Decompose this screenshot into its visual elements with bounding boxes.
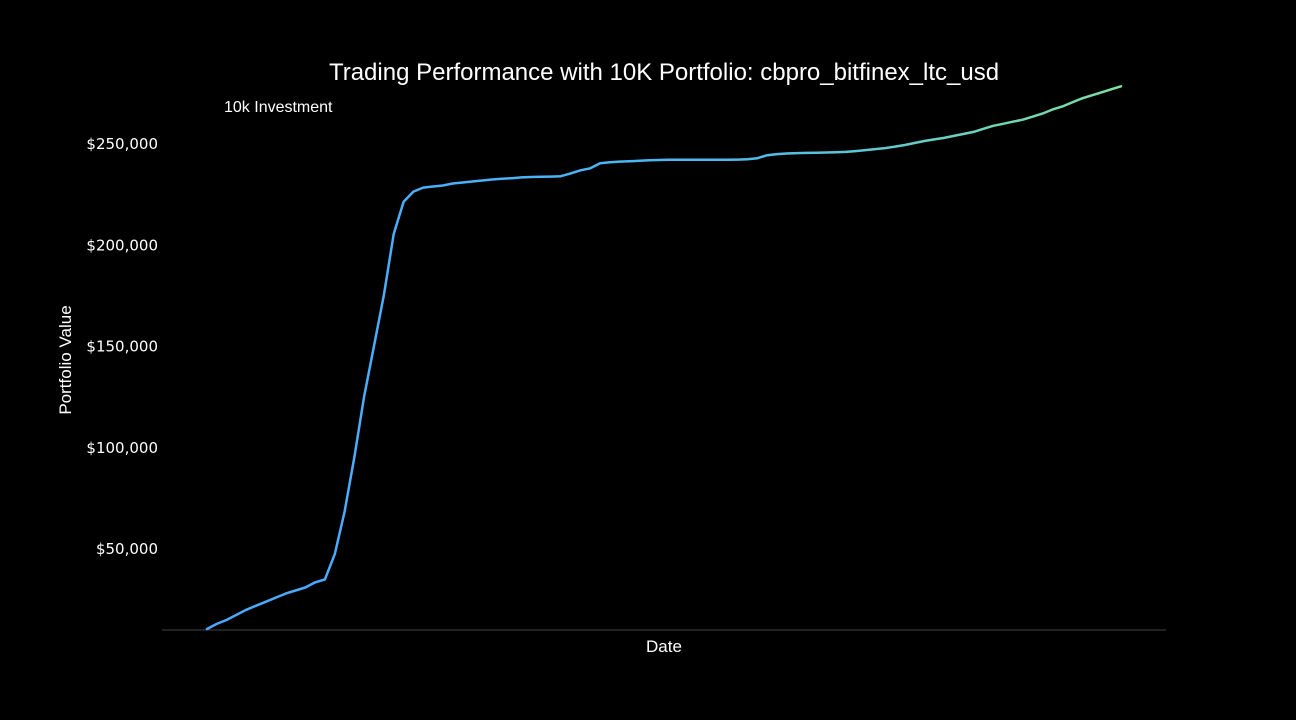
- y-tick-label: $100,000: [86, 439, 158, 457]
- y-tick-label: $200,000: [86, 236, 158, 254]
- chart-title: Trading Performance with 10K Portfolio: …: [329, 59, 999, 86]
- y-tick-label: $250,000: [86, 135, 158, 153]
- x-axis-label: Date: [646, 637, 682, 656]
- series-line-10k-investment: [205, 85, 1123, 631]
- y-axis-label: Portfolio Value: [56, 305, 75, 414]
- y-axis-ticks: $50,000 $100,000 $150,000 $200,000 $250,000: [86, 135, 158, 558]
- legend-entry-label: 10k Investment: [224, 99, 333, 116]
- y-tick-label: $150,000: [86, 338, 158, 356]
- legend: 10k Investment: [178, 99, 333, 116]
- y-tick-label: $50,000: [96, 540, 158, 558]
